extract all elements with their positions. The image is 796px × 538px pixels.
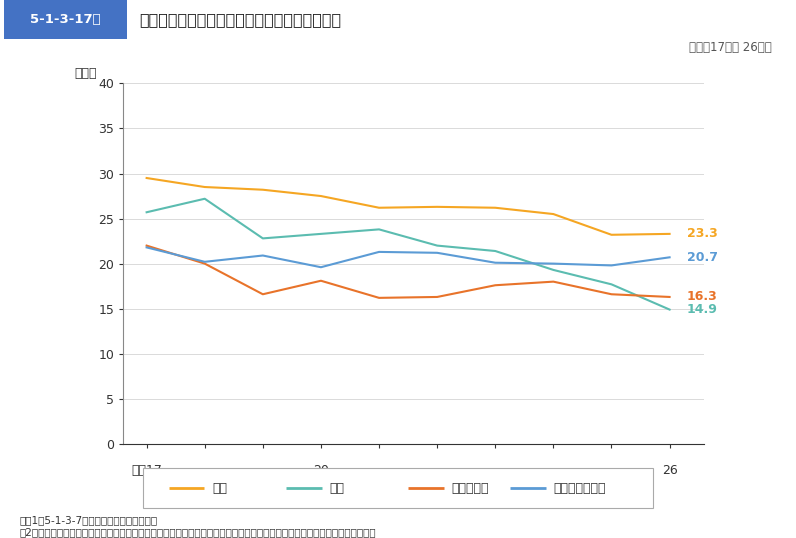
Text: 26: 26 [661, 464, 677, 477]
Text: 23.3: 23.3 [687, 228, 718, 240]
Text: 14.9: 14.9 [687, 303, 718, 316]
Text: 詐欺: 詐欺 [330, 482, 344, 495]
Text: 20.7: 20.7 [687, 251, 718, 264]
Text: 20: 20 [313, 464, 329, 477]
Text: 窃盗: 窃盗 [212, 482, 227, 495]
Text: （％）: （％） [74, 67, 96, 80]
Text: 16.3: 16.3 [687, 291, 718, 303]
Text: 出所受刑者の２年以内再入率の推移（罪名別）: 出所受刑者の２年以内再入率の推移（罪名別） [139, 12, 341, 27]
Text: 2「２年以内再入率」は，各年の出所受刑者の人員に占める，出所年の翌年の年末までに再入所した者の人員の比率をいう。: 2「２年以内再入率」は，各年の出所受刑者の人員に占める，出所年の翌年の年末までに… [20, 527, 377, 537]
Text: 傷害・暴行: 傷害・暴行 [451, 482, 489, 495]
Text: （平成17年～ 26年）: （平成17年～ 26年） [689, 41, 772, 54]
Text: 平成17: 平成17 [131, 464, 162, 477]
Text: 覚せい劑取締法: 覚せい劑取締法 [553, 482, 606, 495]
Text: 注　1　5-1-3-7図の脚注１及び２に同じ。: 注 1 5-1-3-7図の脚注１及び２に同じ。 [20, 515, 158, 526]
Text: 5-1-3-17図: 5-1-3-17図 [30, 13, 100, 26]
